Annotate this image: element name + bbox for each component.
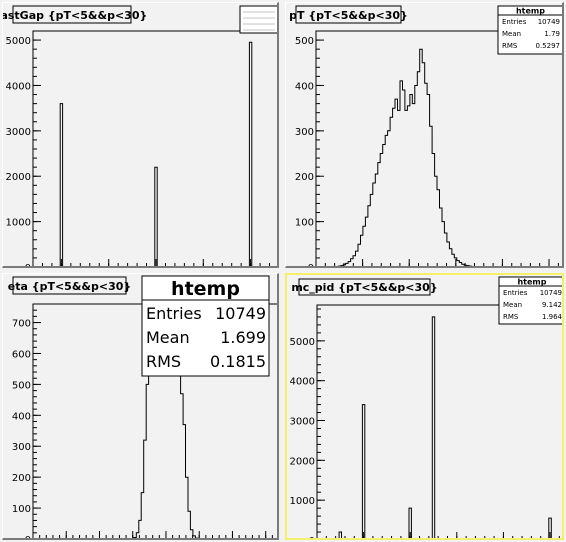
stats-label-mean: Mean xyxy=(502,30,521,38)
plot-frame xyxy=(316,304,562,538)
pad-eta[interactable]: 11.522.533.540100200300400500600700eta {… xyxy=(2,273,279,540)
histogram-title: eta {pT<5&&p<30} xyxy=(8,280,131,293)
y-tick-label: 400 xyxy=(295,81,314,92)
chart-svg: 68101214010002000300040005000mc_pid {pT<… xyxy=(290,276,562,538)
stats-value-rms: 1.964 xyxy=(542,313,562,321)
title-box xyxy=(295,5,402,24)
histogram-bin xyxy=(154,166,158,266)
y-tick-label: 600 xyxy=(12,349,31,360)
y-tick-label: 4000 xyxy=(290,377,315,388)
stats-value-entries: 10749 xyxy=(538,18,560,26)
y-tick-label: 2000 xyxy=(290,456,315,467)
stats-value-entries: 10749 xyxy=(215,304,266,323)
y-tick-label: 5000 xyxy=(6,36,31,47)
y-tick-label: 100 xyxy=(12,504,31,515)
title-box xyxy=(12,276,127,295)
y-tick-label: 700 xyxy=(12,319,31,330)
y-tick-label: 200 xyxy=(295,172,314,183)
stats-box[interactable] xyxy=(141,275,270,377)
histogram-bin xyxy=(361,404,366,538)
histogram-line xyxy=(335,48,478,266)
y-tick-label: 300 xyxy=(295,127,314,138)
y-tick-label: 3000 xyxy=(6,127,31,138)
stats-label-rms: RMS xyxy=(146,352,181,371)
histogram-bin xyxy=(338,531,342,538)
y-tick-label: 2000 xyxy=(6,172,31,183)
pad-lastgap[interactable]: 22.533.54010002000300040005000lastGap {p… xyxy=(2,2,279,268)
histogram-bin xyxy=(431,316,436,538)
stats-name: htemp xyxy=(517,278,546,287)
stats-label-rms: RMS xyxy=(502,42,518,50)
y-tick-label: 400 xyxy=(12,411,31,422)
stats-label-entries: Entries xyxy=(502,18,527,26)
stats-value-entries: 10749 xyxy=(540,289,562,297)
stats-box[interactable] xyxy=(239,5,277,34)
y-tick-label: 500 xyxy=(12,380,31,391)
stats-value-mean: 1.699 xyxy=(220,328,266,347)
histogram-title: mc_pid {pT<5&&p<30} xyxy=(291,281,437,294)
y-tick-label: 1000 xyxy=(290,496,315,507)
stats-name: htemp xyxy=(171,278,240,300)
title-box xyxy=(298,278,431,296)
y-tick-label: 200 xyxy=(12,473,31,484)
chart-svg: 22.533.54010002000300040005000lastGap {p… xyxy=(3,5,277,266)
y-tick-label: 300 xyxy=(12,442,31,453)
y-tick-label: 1000 xyxy=(6,218,31,229)
histogram-bin xyxy=(248,41,253,266)
stats-value-mean: 1.79 xyxy=(544,30,560,38)
stats-label-mean: Mean xyxy=(503,301,522,309)
y-tick-label: 0 xyxy=(25,535,31,538)
histogram-bin xyxy=(408,507,412,538)
histogram-bin xyxy=(59,103,64,266)
y-tick-label: 3000 xyxy=(290,417,315,428)
y-tick-label: 0 xyxy=(25,263,31,266)
stats-box[interactable] xyxy=(498,276,562,325)
stats-label-mean: Mean xyxy=(146,328,190,347)
y-tick-label: 0 xyxy=(308,263,314,266)
histogram-title: pT {pT<5&&p<30} xyxy=(289,9,408,22)
stats-label-entries: Entries xyxy=(146,304,202,323)
pad-pt[interactable]: 0123450100200300400500pT {pT<5&&p<30}hte… xyxy=(285,2,564,268)
stats-box[interactable] xyxy=(497,5,562,55)
stats-value-mean: 9.142 xyxy=(542,301,562,309)
stats-label-rms: RMS xyxy=(503,313,519,321)
y-tick-label: 5000 xyxy=(290,337,315,348)
y-tick-label: 4000 xyxy=(6,81,31,92)
y-tick-label: 0 xyxy=(309,536,315,538)
pad-mc-pid[interactable]: 68101214010002000300040005000mc_pid {pT<… xyxy=(285,273,564,540)
stats-label-entries: Entries xyxy=(503,289,528,297)
title-box xyxy=(12,5,132,24)
y-tick-label: 500 xyxy=(295,36,314,47)
histogram-title: lastGap {pT<5&&p<30} xyxy=(3,9,147,22)
stats-name: htemp xyxy=(516,7,545,16)
y-tick-label: 100 xyxy=(295,218,314,229)
chart-svg: 11.522.533.540100200300400500600700eta {… xyxy=(8,275,277,538)
stats-value-rms: 0.1815 xyxy=(210,352,266,371)
stats-value-rms: 0.5297 xyxy=(536,42,561,50)
chart-svg: 0123450100200300400500pT {pT<5&&p<30}hte… xyxy=(289,5,562,266)
histogram-bin xyxy=(548,517,552,538)
plot-frame xyxy=(315,30,562,266)
